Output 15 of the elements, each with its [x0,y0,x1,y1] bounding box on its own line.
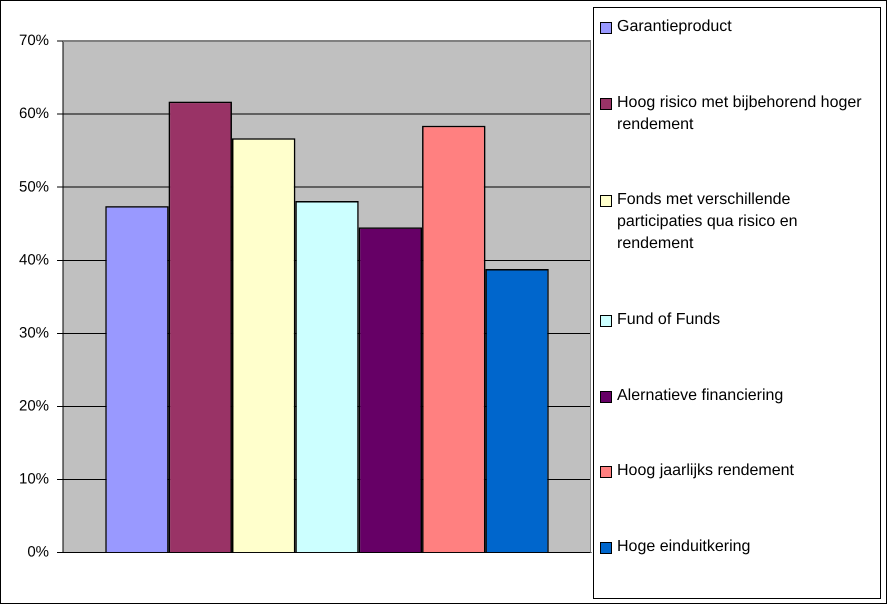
y-tick-label: 10% [18,470,50,488]
legend-label: Garantieproduct [617,17,732,37]
y-tick-label: 60% [18,105,50,122]
y-tick-label: 50% [18,178,50,196]
y-tick-label: 20% [18,398,50,415]
legend-label: Hoog jaarlijks rendement [617,461,794,482]
y-tick-label: 0% [27,544,50,561]
legend-label: Fonds met verschillende participaties qua risico en rendement [617,190,799,254]
legend-label: Hoog risico met bijbehorend hoger rendement [617,92,863,135]
y-tick-label: 30% [18,324,50,342]
y-tick-label: 40% [18,251,50,268]
legend-label: Alernatieve financiering [617,386,784,406]
legend-label: Fund of Funds [617,310,720,330]
legend-label: Hoge einduitkering [617,536,750,557]
y-tick-label: 70% [18,32,50,50]
